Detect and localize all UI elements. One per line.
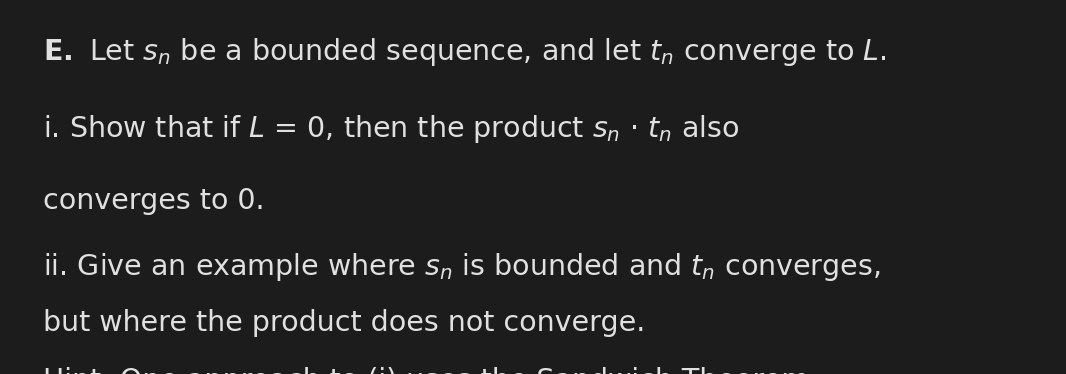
Text: converges to 0.: converges to 0.: [43, 187, 264, 215]
Text: ii. Give an example where $s_n$ is bounded and $t_n$ converges,: ii. Give an example where $s_n$ is bound…: [43, 251, 881, 283]
Text: but where the product does not converge.: but where the product does not converge.: [43, 309, 645, 337]
Text: $\mathbf{E.}$: $\mathbf{E.}$: [43, 38, 72, 66]
Text: Hint: One approach to (i) uses the Sandwich Theorem.: Hint: One approach to (i) uses the Sandw…: [43, 367, 818, 374]
Text: i. Show that if $L$ = 0, then the product $s_n$ · $t_n$ also: i. Show that if $L$ = 0, then the produc…: [43, 113, 739, 144]
Text: Let $s_n$ be a bounded sequence, and let $t_n$ converge to $L$.: Let $s_n$ be a bounded sequence, and let…: [90, 36, 887, 68]
